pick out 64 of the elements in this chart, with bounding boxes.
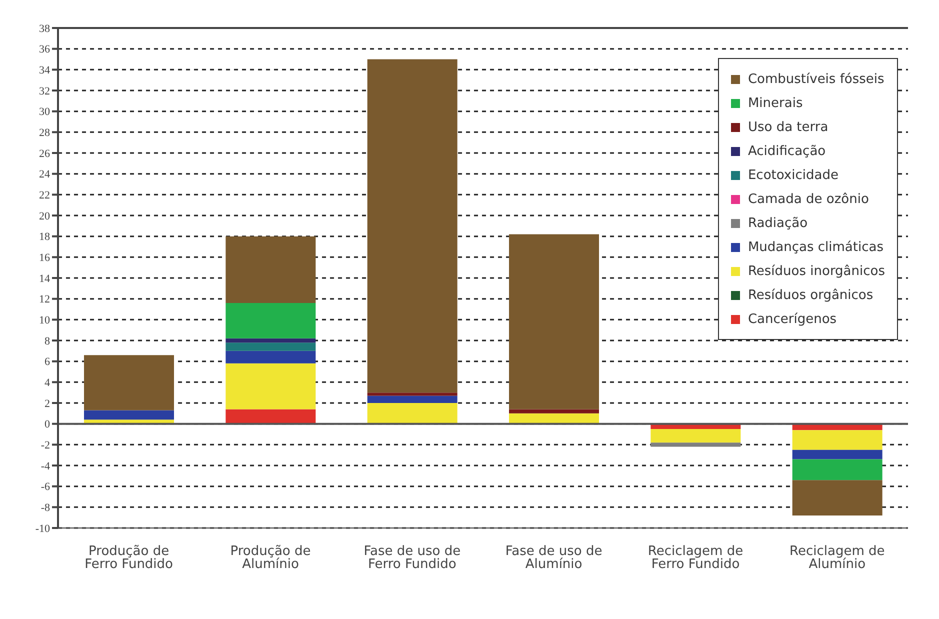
legend-label: Cancerígenos <box>748 312 837 326</box>
y-tick-label: 0 <box>44 418 50 431</box>
y-tick-label: 32 <box>39 85 50 98</box>
y-tick-label: 8 <box>44 335 50 348</box>
y-tick-label: 2 <box>44 398 50 410</box>
bar <box>367 392 458 396</box>
legend-label: Camada de ozônio <box>748 192 869 206</box>
x-tick-label: Reciclagem de Ferro Fundido <box>648 544 744 572</box>
y-tick-label: 26 <box>39 148 50 160</box>
x-tick-label: Reciclagem de Alumínio <box>790 544 885 572</box>
bar <box>509 234 599 410</box>
bar <box>792 480 882 516</box>
bar <box>650 429 741 443</box>
legend-label: Resíduos inorgânicos <box>748 264 885 278</box>
y-tick-label: 16 <box>39 252 50 264</box>
bar <box>792 459 882 480</box>
y-tick-label: -4 <box>40 460 50 472</box>
y-tick-label: 38 <box>39 22 50 35</box>
bar <box>792 450 882 460</box>
bar <box>226 236 316 303</box>
bar <box>509 409 599 414</box>
y-tick-label: 34 <box>39 64 50 77</box>
legend-label: Uso da terra <box>748 120 828 134</box>
bar <box>226 342 316 351</box>
legend-label: Minerais <box>748 96 803 110</box>
y-tick-label: 36 <box>39 44 50 56</box>
legend-label: Mudanças climáticas <box>748 240 884 254</box>
x-tick-label: Produção de Alumínio <box>230 544 311 572</box>
y-tick-label: 12 <box>39 294 50 306</box>
bar <box>226 350 316 364</box>
legend-label: Combustíveis fósseis <box>748 72 884 86</box>
legend-label: Ecotoxicidade <box>748 168 838 182</box>
y-tick-label: 10 <box>39 314 50 327</box>
legend-label: Resíduos orgânicos <box>748 288 874 302</box>
y-tick-label: 14 <box>39 272 50 285</box>
bar <box>509 413 599 424</box>
bar <box>792 430 882 450</box>
x-tick-label: Fase de uso de Ferro Fundido <box>364 544 461 572</box>
bar <box>84 410 174 420</box>
bar <box>650 442 741 447</box>
bar <box>226 409 316 424</box>
y-tick-label: 18 <box>39 231 50 244</box>
y-tick-label: -2 <box>40 440 50 452</box>
bar <box>84 355 174 410</box>
y-tick-label: -10 <box>35 522 50 535</box>
legend-label: Acidificação <box>748 144 826 158</box>
legend-label: Radiação <box>748 216 808 230</box>
y-tick-label: -8 <box>40 502 50 514</box>
y-tick-label: 20 <box>39 210 50 222</box>
x-tick-label: Produção de Ferro Fundido <box>84 544 174 572</box>
y-tick-label: 4 <box>44 377 50 390</box>
y-tick-label: 28 <box>39 127 50 140</box>
y-tick-label: 24 <box>39 168 50 181</box>
bar <box>226 338 316 343</box>
y-tick-label: 30 <box>39 106 50 118</box>
y-tick-label: 22 <box>39 190 50 202</box>
y-tick-label: -6 <box>40 481 50 494</box>
y-tick-label: 6 <box>44 356 50 368</box>
bar <box>226 363 316 410</box>
bar <box>226 303 316 338</box>
bar <box>367 403 458 424</box>
bar <box>367 396 458 403</box>
bar <box>367 59 458 393</box>
x-tick-label: Fase de uso de Alumínio <box>505 544 602 572</box>
